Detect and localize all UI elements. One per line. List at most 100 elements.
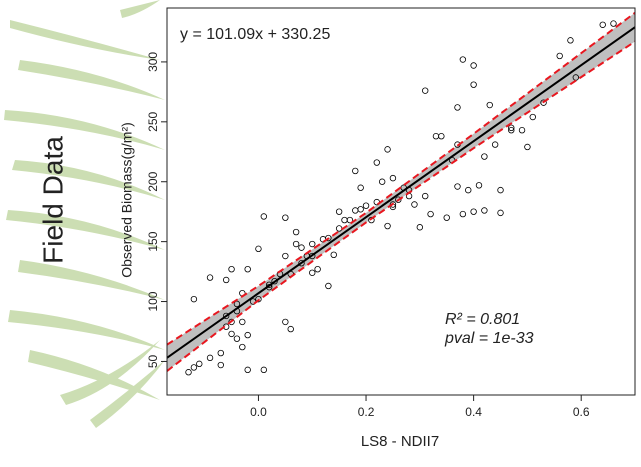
x-tick-label: 0.4 [465,405,482,419]
point [298,260,305,267]
point [244,331,251,339]
point [228,265,235,273]
point [244,366,251,374]
point [309,240,316,248]
point [206,274,214,281]
point [518,127,526,134]
point [416,224,424,231]
point [233,300,241,308]
point [217,349,224,357]
point [287,325,294,333]
r2-label: R² = 0.801 [445,311,520,328]
point [459,210,467,218]
band-upper [166,11,636,346]
point [443,214,450,221]
side-label: Field Data [37,136,68,264]
point [314,265,321,273]
point [540,99,547,106]
point [298,244,305,251]
point [282,318,289,326]
point [454,104,461,111]
point [395,196,402,203]
point [508,124,515,132]
point [497,209,504,217]
fit-line [166,26,636,359]
point [255,295,262,303]
point [222,312,230,320]
point [454,183,461,190]
point [470,208,477,215]
point [470,81,477,88]
grass-decoration [4,0,165,428]
point [330,251,337,259]
pval-label: pval = 1e-33 [444,330,534,347]
point [529,113,536,121]
point [255,245,262,253]
point [196,360,203,368]
point [362,202,370,209]
point [389,201,397,208]
point [422,87,429,94]
point [282,252,289,260]
point [491,141,499,148]
point [352,167,359,175]
x-tick-label: 0.2 [358,405,375,419]
band-lower [166,40,636,372]
y-tick-label: 250 [146,111,160,131]
point [357,206,364,213]
point [599,21,606,28]
point [610,20,617,27]
point [190,364,198,371]
point [524,143,531,151]
point [486,101,493,109]
point [438,133,445,140]
point [567,37,574,44]
point [185,369,192,376]
y-tick-label: 200 [146,171,160,191]
equation: y = 101.09x + 330.25 [180,26,330,43]
point [481,207,488,214]
point [373,159,380,166]
point [292,240,300,248]
point [335,208,343,215]
x-tick-label: 0.6 [573,405,590,419]
point [244,265,251,273]
point [239,318,246,326]
point [309,269,316,276]
point [260,213,268,220]
point [497,186,504,194]
point [357,184,364,191]
point [475,182,483,189]
point [384,146,391,153]
point [260,366,268,374]
point [427,210,434,218]
point [389,174,397,182]
point [459,56,467,63]
point [481,153,488,160]
y-tick-label: 100 [146,291,160,311]
point [325,234,332,242]
point [271,277,278,285]
point [422,192,429,200]
point [228,318,235,326]
point [411,201,418,208]
y-tick-label: 50 [146,354,160,368]
point [508,127,515,134]
y-tick-label: 300 [146,52,160,72]
point [239,343,246,351]
point [217,361,224,369]
point [384,222,391,230]
plot-frame [166,7,636,396]
point [190,295,198,303]
point [346,216,354,224]
x-axis-label: LS8 - NDII7 [361,433,439,450]
point [378,178,386,185]
point [368,216,375,224]
point [233,335,241,342]
y-axis-label: Observed Biomass(g/m²) [119,122,135,278]
y-tick-label: 150 [146,231,160,251]
point [325,282,332,290]
point [465,186,472,194]
point [470,62,477,69]
